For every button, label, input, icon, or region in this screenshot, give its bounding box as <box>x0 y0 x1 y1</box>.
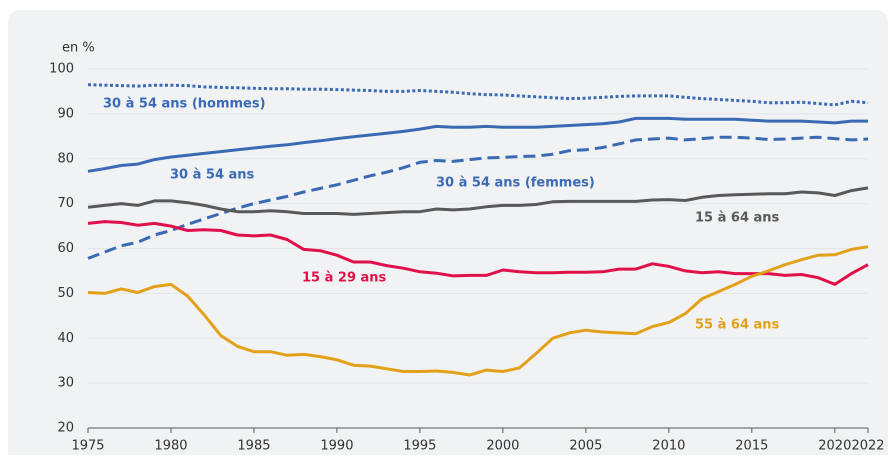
y-tick-label: 20 <box>57 421 74 436</box>
series-label: 30 à 54 ans <box>170 168 255 183</box>
x-tick-label: 1995 <box>403 439 436 454</box>
x-tick-label: 2020 <box>818 439 851 454</box>
series-line <box>87 83 869 107</box>
y-tick-label: 90 <box>57 106 74 121</box>
y-tick-label: 100 <box>49 62 74 77</box>
y-tick-label: 40 <box>57 331 74 346</box>
series-label: 30 à 54 ans (femmes) <box>436 176 595 191</box>
x-tick-label: 2005 <box>569 439 602 454</box>
y-tick-label: 50 <box>57 286 74 301</box>
y-tick-label: 60 <box>57 241 74 256</box>
series-line <box>87 220 869 286</box>
series-label: 55 à 64 ans <box>695 318 780 333</box>
series-label: 30 à 54 ans (hommes) <box>103 97 266 112</box>
x-tick-label: 1975 <box>71 439 104 454</box>
series-line <box>87 245 869 377</box>
y-tick-label: 70 <box>57 196 74 211</box>
y-tick-label: 80 <box>57 151 74 166</box>
y-tick-label: 30 <box>57 376 74 391</box>
x-tick-label: 2022 <box>851 439 884 454</box>
x-tick-label: 1985 <box>237 439 270 454</box>
series-line <box>87 135 869 260</box>
x-tick-label: 2000 <box>486 439 519 454</box>
x-tick-label: 1980 <box>154 439 187 454</box>
x-tick-label: 2015 <box>735 439 768 454</box>
x-tick-label: 1990 <box>320 439 353 454</box>
series-label: 15 à 64 ans <box>695 211 780 226</box>
chart-background <box>8 10 888 459</box>
series-line <box>87 116 868 173</box>
series-label: 15 à 29 ans <box>302 271 387 286</box>
y-axis-label: en % <box>62 41 95 56</box>
x-tick-label: 2010 <box>652 439 685 454</box>
series-line <box>87 186 869 216</box>
